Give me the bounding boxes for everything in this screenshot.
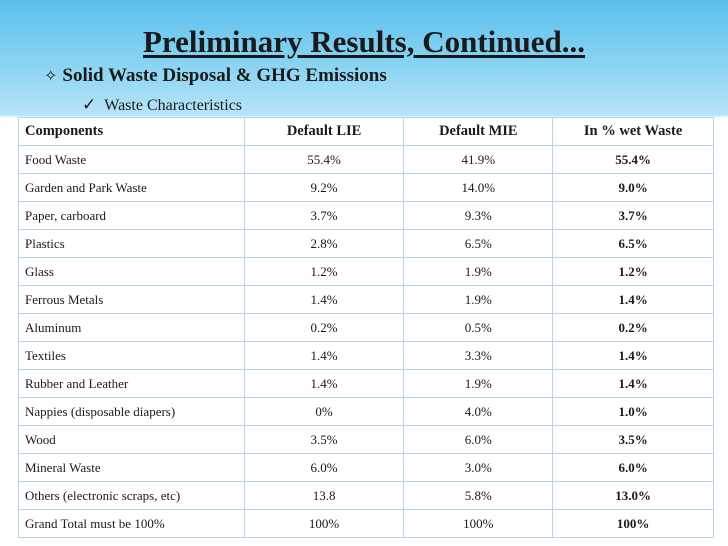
- cell-mie: 6.5%: [403, 229, 554, 258]
- header-wet-waste: In % wet Waste: [552, 117, 714, 146]
- cell-lie: 3.5%: [243, 425, 405, 454]
- cell-lie: 9.2%: [243, 173, 405, 202]
- cell-wet-waste: 13.0%: [552, 481, 714, 510]
- cell-mie: 1.9%: [403, 369, 554, 398]
- table-row: Food Waste 55.4% 41.9% 55.4%: [18, 145, 714, 174]
- cell-lie: 0.2%: [243, 313, 405, 342]
- cell-mie: 1.9%: [403, 257, 554, 286]
- table-row: Ferrous Metals 1.4% 1.9% 1.4%: [18, 285, 714, 314]
- cell-mie: 4.0%: [403, 397, 554, 426]
- cell-component: Rubber and Leather: [18, 369, 245, 398]
- table-row: Mineral Waste 6.0% 3.0% 6.0%: [18, 453, 714, 482]
- cell-lie: 1.4%: [243, 285, 405, 314]
- checkmark-bullet-icon: ✓: [82, 95, 97, 115]
- cell-wet-waste: 1.4%: [552, 341, 714, 370]
- table-row: Grand Total must be 100% 100% 100% 100%: [18, 509, 714, 538]
- cell-component: Plastics: [18, 229, 245, 258]
- slide-title: Preliminary Results, Continued...: [0, 24, 728, 60]
- header-components: Components: [18, 117, 245, 146]
- cell-component: Mineral Waste: [18, 453, 245, 482]
- cell-wet-waste: 3.5%: [552, 425, 714, 454]
- cell-lie: 1.4%: [243, 341, 405, 370]
- bullet-level1-text: Solid Waste Disposal & GHG Emissions: [62, 65, 387, 86]
- cell-component: Wood: [18, 425, 245, 454]
- cell-wet-waste: 1.4%: [552, 369, 714, 398]
- cell-mie: 14.0%: [403, 173, 554, 202]
- cell-lie: 13.8: [243, 481, 405, 510]
- cell-wet-waste: 1.2%: [552, 257, 714, 286]
- table-row: Garden and Park Waste 9.2% 14.0% 9.0%: [18, 173, 714, 202]
- cell-component: Aluminum: [18, 313, 245, 342]
- bullet-level1: ✧ Solid Waste Disposal & GHG Emissions: [44, 65, 387, 87]
- table-header-row: Components Default LIE Default MIE In % …: [18, 117, 714, 146]
- cell-wet-waste: 3.7%: [552, 201, 714, 230]
- table-row: Glass 1.2% 1.9% 1.2%: [18, 257, 714, 286]
- cell-component: Textiles: [18, 341, 245, 370]
- table-row: Nappies (disposable diapers) 0% 4.0% 1.0%: [18, 397, 714, 426]
- cell-component: Grand Total must be 100%: [18, 509, 245, 538]
- cell-wet-waste: 1.0%: [552, 397, 714, 426]
- cell-wet-waste: 55.4%: [552, 145, 714, 174]
- table-row: Wood 3.5% 6.0% 3.5%: [18, 425, 714, 454]
- table-row: Plastics 2.8% 6.5% 6.5%: [18, 229, 714, 258]
- four-point-star-bullet-icon: ✧: [44, 66, 58, 85]
- cell-lie: 100%: [243, 509, 405, 538]
- table-row: Others (electronic scraps, etc) 13.8 5.8% 1…: [18, 481, 714, 510]
- cell-mie: 9.3%: [403, 201, 554, 230]
- cell-mie: 0.5%: [403, 313, 554, 342]
- cell-component: Food Waste: [18, 145, 245, 174]
- cell-mie: 3.0%: [403, 453, 554, 482]
- waste-characteristics-table: Components Default LIE Default MIE In % …: [18, 117, 714, 538]
- cell-lie: 2.8%: [243, 229, 405, 258]
- cell-wet-waste: 6.0%: [552, 453, 714, 482]
- cell-component: Ferrous Metals: [18, 285, 245, 314]
- cell-lie: 55.4%: [243, 145, 405, 174]
- cell-component: Nappies (disposable diapers): [18, 397, 245, 426]
- cell-lie: 1.4%: [243, 369, 405, 398]
- cell-mie: 100%: [403, 509, 554, 538]
- bullet-level2: ✓ Waste Characteristics: [82, 95, 242, 115]
- cell-wet-waste: 1.4%: [552, 285, 714, 314]
- cell-component: Glass: [18, 257, 245, 286]
- cell-mie: 6.0%: [403, 425, 554, 454]
- cell-wet-waste: 9.0%: [552, 173, 714, 202]
- cell-component: Garden and Park Waste: [18, 173, 245, 202]
- cell-component: Paper, carboard: [18, 201, 245, 230]
- table-row: Rubber and Leather 1.4% 1.9% 1.4%: [18, 369, 714, 398]
- cell-mie: 5.8%: [403, 481, 554, 510]
- slide-title-text: Preliminary Results, Continued...: [142, 24, 586, 59]
- table-row: Paper, carboard 3.7% 9.3% 3.7%: [18, 201, 714, 230]
- table-row: Textiles 1.4% 3.3% 1.4%: [18, 341, 714, 370]
- cell-lie: 0%: [243, 397, 405, 426]
- cell-mie: 1.9%: [403, 285, 554, 314]
- table-row: Aluminum 0.2% 0.5% 0.2%: [18, 313, 714, 342]
- cell-lie: 6.0%: [243, 453, 405, 482]
- cell-mie: 3.3%: [403, 341, 554, 370]
- cell-lie: 3.7%: [243, 201, 405, 230]
- header-default-mie: Default MIE: [403, 117, 554, 146]
- cell-lie: 1.2%: [243, 257, 405, 286]
- header-default-lie: Default LIE: [243, 117, 405, 146]
- cell-mie: 41.9%: [403, 145, 554, 174]
- cell-component: Others (electronic scraps, etc): [18, 481, 245, 510]
- cell-wet-waste: 0.2%: [552, 313, 714, 342]
- cell-wet-waste: 100%: [552, 509, 714, 538]
- bullet-level2-text: Waste Characteristics: [104, 97, 243, 114]
- cell-wet-waste: 6.5%: [552, 229, 714, 258]
